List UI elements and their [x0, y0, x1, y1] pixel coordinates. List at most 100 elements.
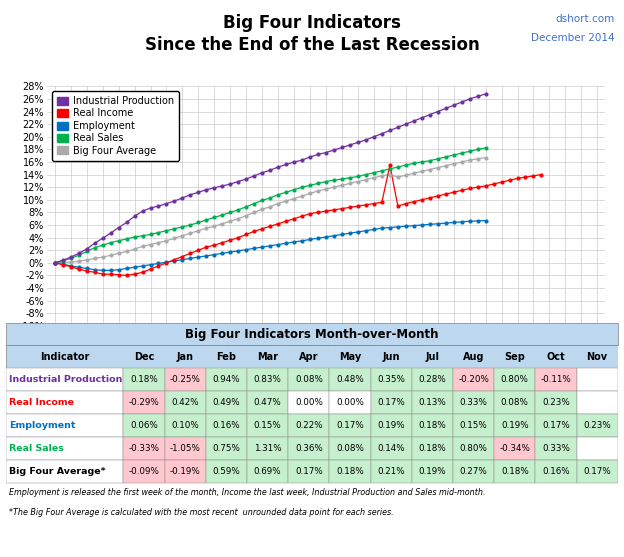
Point: [457, 217, 467, 226]
Point: [74, 263, 84, 272]
Point: [369, 225, 379, 234]
Point: [337, 181, 347, 190]
Point: [114, 223, 124, 232]
Text: 0.18%: 0.18%: [336, 467, 364, 476]
Point: [217, 182, 227, 190]
Text: -1.05%: -1.05%: [170, 444, 201, 453]
Text: Feb: Feb: [217, 352, 236, 362]
Point: [313, 208, 323, 217]
FancyBboxPatch shape: [206, 414, 247, 437]
Point: [329, 176, 339, 185]
Text: 0.13%: 0.13%: [419, 398, 446, 407]
FancyBboxPatch shape: [371, 392, 412, 414]
Point: [185, 229, 195, 238]
Point: [345, 179, 355, 188]
Point: [185, 254, 195, 263]
Point: [297, 155, 307, 164]
Text: Nov: Nov: [587, 352, 608, 362]
Text: 0.15%: 0.15%: [254, 422, 281, 431]
Point: [202, 243, 212, 252]
FancyBboxPatch shape: [247, 368, 288, 392]
Point: [441, 189, 451, 199]
Point: [465, 155, 475, 164]
Point: [97, 253, 107, 262]
Point: [273, 240, 283, 249]
Point: [154, 238, 163, 247]
Point: [257, 205, 267, 214]
Point: [185, 190, 195, 199]
FancyBboxPatch shape: [165, 392, 206, 414]
Text: Jun: Jun: [383, 352, 400, 362]
Point: [137, 242, 147, 251]
Point: [66, 253, 76, 262]
Point: [377, 198, 387, 207]
Point: [210, 213, 220, 222]
Point: [265, 202, 275, 211]
Point: [425, 157, 435, 165]
Point: [489, 179, 499, 188]
Point: [162, 258, 172, 267]
Point: [241, 174, 251, 183]
FancyBboxPatch shape: [288, 437, 329, 461]
Point: [217, 249, 227, 258]
Point: [105, 251, 115, 260]
Point: [353, 138, 363, 147]
Point: [425, 165, 435, 174]
Point: [241, 230, 251, 239]
Point: [537, 170, 547, 179]
Point: [393, 202, 403, 211]
Point: [162, 236, 172, 245]
Point: [225, 179, 235, 188]
Point: [90, 243, 100, 252]
Point: [58, 260, 68, 268]
Point: [472, 92, 482, 101]
Point: [145, 265, 155, 273]
Text: 0.33%: 0.33%: [460, 398, 487, 407]
FancyBboxPatch shape: [577, 368, 618, 392]
FancyBboxPatch shape: [494, 461, 535, 483]
FancyBboxPatch shape: [206, 461, 247, 483]
Point: [249, 199, 259, 208]
Point: [425, 220, 435, 229]
Point: [385, 164, 395, 173]
Point: [297, 212, 307, 221]
Point: [273, 219, 283, 228]
Text: 0.16%: 0.16%: [213, 422, 240, 431]
Point: [273, 163, 283, 172]
Text: -0.09%: -0.09%: [129, 467, 160, 476]
FancyBboxPatch shape: [453, 392, 494, 414]
FancyBboxPatch shape: [6, 437, 124, 461]
Text: December 2014: December 2014: [531, 33, 615, 43]
Point: [145, 203, 155, 212]
Point: [305, 181, 315, 190]
Point: [114, 270, 124, 279]
Point: [177, 222, 187, 231]
Point: [170, 234, 180, 243]
Point: [529, 172, 539, 180]
Point: [449, 188, 459, 197]
FancyBboxPatch shape: [453, 368, 494, 392]
Text: Real Sales: Real Sales: [9, 444, 64, 453]
Text: 0.19%: 0.19%: [378, 422, 405, 431]
Point: [249, 244, 259, 253]
FancyBboxPatch shape: [329, 437, 371, 461]
Point: [233, 214, 243, 223]
Point: [281, 160, 291, 169]
Text: Employment is released the first week of the month, Income the last week, Indust: Employment is released the first week of…: [9, 488, 486, 497]
Point: [385, 160, 395, 169]
Point: [202, 185, 212, 194]
Point: [265, 241, 275, 250]
Point: [449, 159, 459, 168]
Point: [433, 154, 443, 163]
Text: 0.49%: 0.49%: [213, 398, 240, 407]
Text: 0.18%: 0.18%: [419, 422, 446, 431]
Text: Since the End of the Last Recession: Since the End of the Last Recession: [145, 36, 479, 54]
Point: [105, 238, 115, 247]
Point: [50, 258, 60, 267]
FancyBboxPatch shape: [577, 414, 618, 437]
Point: [417, 221, 427, 229]
Point: [66, 261, 76, 270]
Text: 0.35%: 0.35%: [378, 375, 405, 384]
Point: [337, 204, 347, 213]
Point: [321, 207, 331, 216]
